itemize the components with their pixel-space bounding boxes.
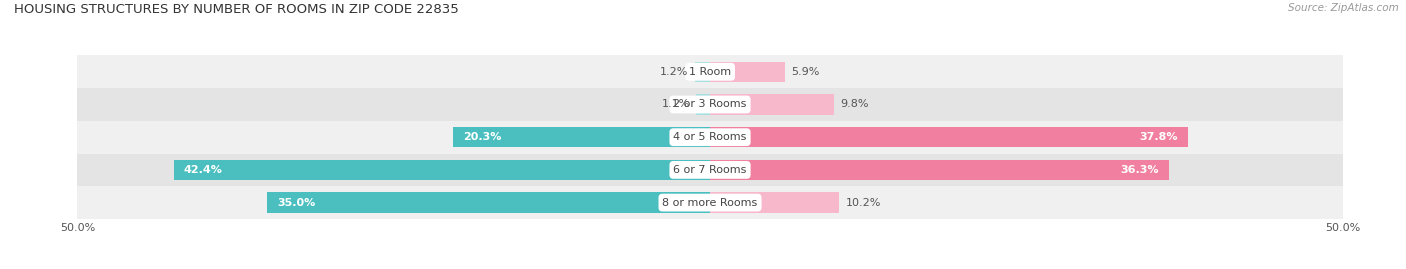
Text: 1.1%: 1.1% [662, 100, 690, 109]
Bar [77, 154, 1343, 186]
Text: 35.0%: 35.0% [277, 198, 315, 208]
Bar [710, 62, 785, 82]
Bar [77, 121, 1343, 154]
Text: Source: ZipAtlas.com: Source: ZipAtlas.com [1288, 3, 1399, 13]
Text: 36.3%: 36.3% [1121, 165, 1160, 175]
Text: 6 or 7 Rooms: 6 or 7 Rooms [673, 165, 747, 175]
Text: 4 or 5 Rooms: 4 or 5 Rooms [673, 132, 747, 142]
Bar [710, 160, 1170, 180]
Bar [77, 186, 1343, 219]
Bar [173, 160, 710, 180]
Text: 9.8%: 9.8% [841, 100, 869, 109]
Text: 42.4%: 42.4% [184, 165, 222, 175]
Bar [710, 94, 834, 115]
Bar [267, 192, 710, 213]
Bar [77, 55, 1343, 88]
Text: 10.2%: 10.2% [845, 198, 880, 208]
Bar [696, 94, 710, 115]
Text: 37.8%: 37.8% [1140, 132, 1178, 142]
Bar [710, 192, 839, 213]
Bar [77, 88, 1343, 121]
Text: 1 Room: 1 Room [689, 67, 731, 77]
Text: 20.3%: 20.3% [464, 132, 502, 142]
Bar [453, 127, 710, 147]
Text: 5.9%: 5.9% [792, 67, 820, 77]
Bar [695, 62, 710, 82]
Text: 1.2%: 1.2% [661, 67, 689, 77]
Text: HOUSING STRUCTURES BY NUMBER OF ROOMS IN ZIP CODE 22835: HOUSING STRUCTURES BY NUMBER OF ROOMS IN… [14, 3, 458, 16]
Bar [710, 127, 1188, 147]
Text: 2 or 3 Rooms: 2 or 3 Rooms [673, 100, 747, 109]
Text: 8 or more Rooms: 8 or more Rooms [662, 198, 758, 208]
